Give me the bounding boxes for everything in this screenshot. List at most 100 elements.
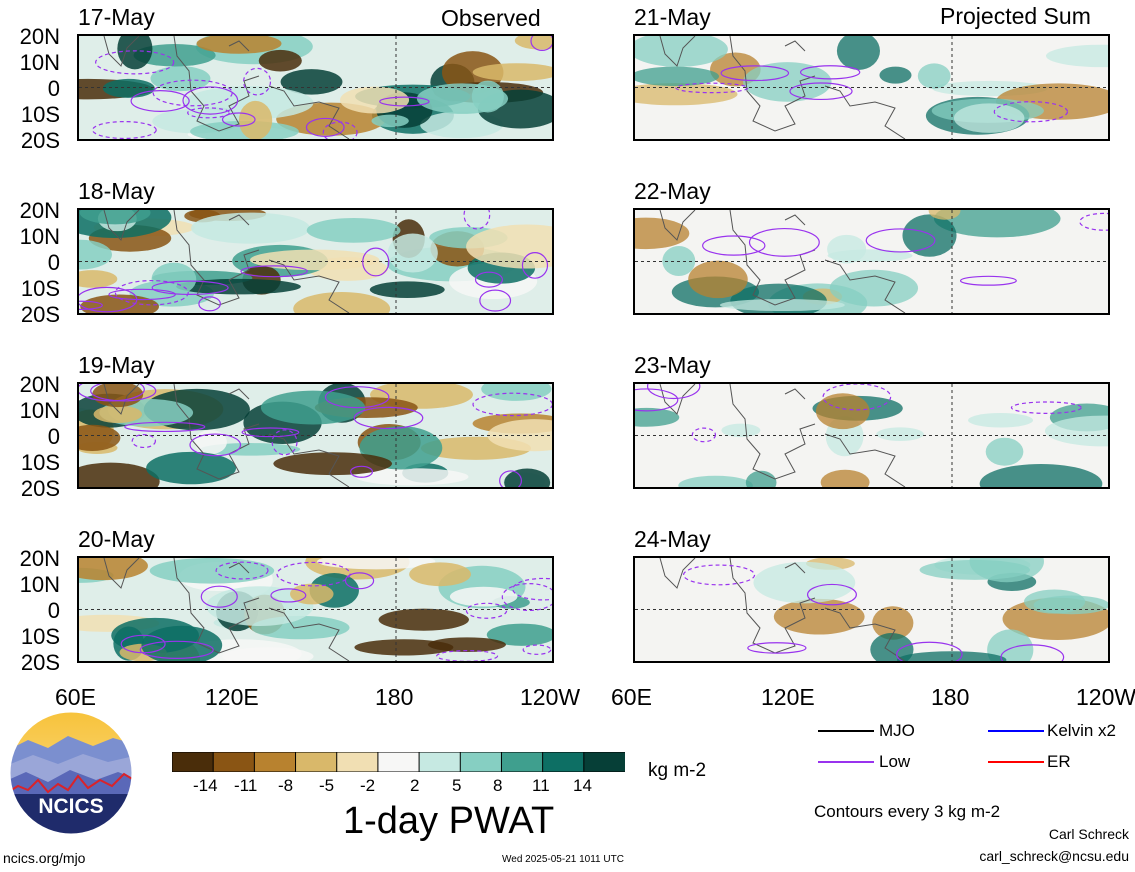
pwat-anomaly-blob: [933, 210, 1061, 238]
pwat-anomaly-blob: [289, 583, 334, 605]
lat-label: 20S: [20, 302, 60, 327]
lat-label: 10S: [20, 624, 60, 649]
low-filter-contour: [241, 427, 300, 438]
pwat-anomaly-blob: [466, 224, 552, 269]
pwat-anomaly-blob: [662, 245, 696, 276]
low-filter-contour: [90, 384, 157, 402]
pwat-anomaly-blob: [387, 233, 438, 273]
map-panel-projected-2: [633, 208, 1110, 315]
pwat-anomaly-blob: [176, 278, 301, 295]
pwat-anomaly-blob: [481, 384, 552, 401]
pwat-anomaly-blob: [93, 405, 143, 424]
low-filter-contour: [635, 388, 679, 412]
pwat-anomaly-blob: [222, 647, 314, 661]
coastline: [103, 210, 350, 313]
colorbar-tick: -2: [360, 776, 376, 795]
low-filter-contour: [324, 386, 390, 409]
date-label-left-2: 18-May: [78, 178, 155, 204]
colorbar-tick: -5: [319, 776, 335, 795]
low-filter-contour: [702, 235, 766, 256]
low-filter-contour: [522, 644, 552, 655]
low-filter-contour: [472, 392, 552, 417]
lon-label: 180: [931, 684, 970, 710]
source-url: ncics.org/mjo: [3, 850, 86, 866]
date-label-left-4: 20-May: [78, 526, 155, 552]
projected-header: Projected Sum: [940, 3, 1091, 29]
low-filter-contour: [187, 107, 230, 119]
colorbar-units: kg m-2: [648, 760, 707, 781]
author-email: carl_schreck@ncsu.edu: [979, 848, 1129, 864]
pwat-anomaly-blob: [773, 598, 865, 635]
map-panel-observed-3: [77, 382, 554, 489]
pwat-anomaly-blob: [260, 390, 366, 425]
lon-label: 60E: [55, 684, 96, 710]
low-filter-contour: [198, 296, 221, 312]
low-filter-contour: [896, 641, 963, 661]
low-filter-contour: [271, 429, 298, 456]
low-filter-contour: [124, 421, 206, 433]
observed-header: Observed: [441, 5, 541, 31]
pwat-anomaly-blob: [486, 623, 552, 646]
colorbar-swatch: [583, 751, 626, 773]
map-panel-projected-1: [633, 34, 1110, 141]
colorbar-tick: 8: [493, 776, 503, 795]
pwat-anomaly-blob: [827, 234, 867, 264]
pwat-anomaly-blob: [79, 210, 151, 225]
low-filter-contour: [530, 36, 552, 52]
pwat-anomaly-blob: [280, 69, 343, 95]
colorbar-swatch: [212, 751, 256, 773]
coastline: [659, 36, 906, 139]
low-filter-contour: [344, 572, 375, 590]
lat-label: 10S: [20, 276, 60, 301]
contour-legend: MJO Kelvin x2 Low ER: [812, 720, 1135, 780]
pwat-anomaly-blob: [146, 451, 237, 485]
pwat-anomaly-blob: [371, 114, 409, 128]
contour-interval-note: Contours every 3 kg m-2: [814, 802, 1001, 821]
pwat-anomaly-blob: [719, 298, 845, 312]
low-filter-contour: [79, 286, 138, 313]
colorbar-swatch: [253, 751, 297, 773]
pwat-anomaly-blob: [829, 269, 919, 307]
colorbar-swatch: [336, 751, 379, 773]
map-panel-projected-4: [633, 556, 1110, 663]
pwat-anomaly-blob: [133, 44, 216, 67]
pwat-anomaly-blob: [150, 66, 211, 92]
low-filter-contour: [1079, 212, 1108, 231]
pwat-anomaly-blob: [820, 469, 870, 487]
low-filter-contour: [362, 247, 390, 277]
lat-label: 20N: [19, 24, 60, 49]
legend-label-er: ER: [1047, 752, 1071, 771]
pwat-anomaly-blob: [340, 86, 410, 114]
map-field: [79, 558, 552, 661]
pwat-anomaly-blob: [879, 66, 912, 84]
low-filter-contour: [139, 640, 214, 659]
pwat-anomaly-blob: [196, 36, 282, 54]
low-filter-contour: [276, 561, 351, 587]
legend-swatch-er: [988, 761, 1044, 763]
plot-title: 1-day PWAT: [343, 800, 555, 842]
pwat-anomaly-blob: [917, 63, 951, 89]
pwat-anomaly-blob: [92, 384, 144, 408]
low-filter-contour: [151, 280, 229, 295]
low-filter-contour: [79, 384, 145, 402]
low-filter-contour: [114, 280, 189, 306]
lon-label: 120W: [520, 684, 581, 710]
low-filter-contour: [270, 588, 307, 603]
pwat-anomaly-blob: [369, 281, 445, 298]
pwat-anomaly-blob: [985, 437, 1024, 466]
pwat-anomaly-blob: [249, 249, 380, 271]
low-filter-contour: [379, 96, 430, 107]
map-field: [635, 210, 1108, 313]
lat-label: 0: [47, 598, 60, 623]
map-field: [79, 36, 552, 139]
pwat-anomaly-blob: [317, 558, 436, 570]
lat-label: 0: [47, 424, 60, 449]
colorbar-tick: 11: [532, 776, 550, 795]
colorbar-tick: 2: [410, 776, 420, 795]
pwat-anomaly-blob: [635, 407, 680, 427]
pwat-anomaly-blob: [409, 562, 471, 587]
pwat-anomaly-blob: [141, 625, 223, 661]
ncics-logo: NCICS: [8, 710, 134, 836]
low-filter-contour: [95, 50, 175, 75]
legend-label-kelvin: Kelvin x2: [1047, 721, 1116, 740]
